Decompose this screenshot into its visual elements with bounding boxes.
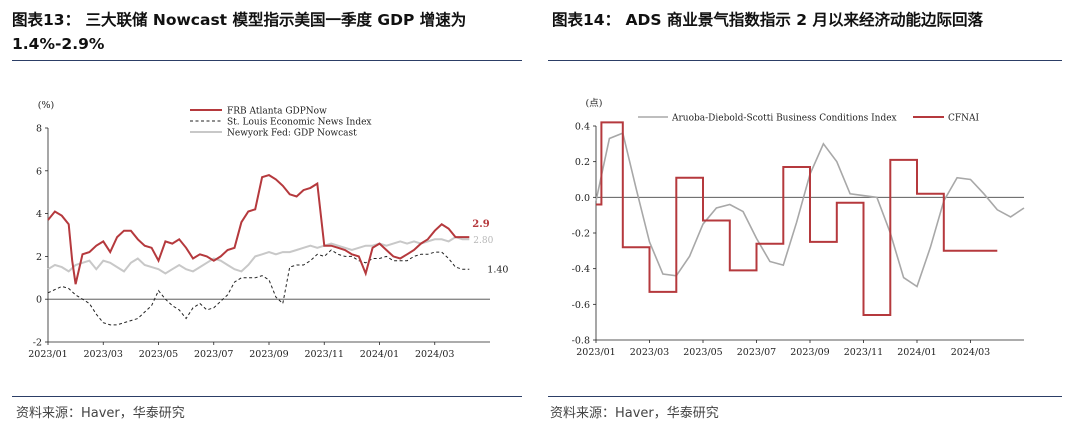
x-tick-label: 2024/01 (360, 349, 399, 360)
y-tick-label: 0.4 (575, 122, 590, 133)
x-tick-label: 2023/01 (28, 349, 67, 360)
chart-title: 图表13： 三大联储 Nowcast 模型指示美国一季度 GDP 增速为 1.4… (12, 11, 467, 53)
chart-panel-ads-index: 图表14： ADS 商业景气指数指示 2 月以来经济动能边际回落 -0.8 -0.… (540, 0, 1080, 432)
title-rule (12, 60, 522, 61)
source-rule (12, 396, 522, 397)
x-tick-label: 2023/11 (305, 349, 344, 360)
series-line-newyork-fed (47, 236, 470, 275)
x-tick-label: 2023/07 (737, 347, 776, 358)
chart-panel-gdp-nowcast: 图表13： 三大联储 Nowcast 模型指示美国一季度 GDP 增速为 1.4… (12, 11, 522, 421)
y-tick-label: -0.4 (572, 264, 590, 275)
x-tick-label: 2023/09 (249, 349, 288, 360)
legend-label: CFNAI (948, 114, 980, 124)
gdp-nowcast-chart: -2 0 2 4 6 8 2023/01 2023/03 2023/05 2023/07 2023/… (28, 100, 508, 360)
y-tick-label: 0.0 (575, 193, 590, 204)
y-tick-label: 4 (36, 209, 42, 220)
x-tick-label: 2024/03 (951, 347, 990, 358)
x-tick-label: 2023/09 (790, 347, 829, 358)
x-tick-label: 2023/05 (139, 349, 178, 360)
title-rule (548, 60, 1062, 61)
x-tick-label: 2023/11 (844, 347, 883, 358)
y-tick-label: 2 (36, 252, 42, 263)
y-axis-unit: (点) (586, 98, 603, 109)
y-axis-unit: (%) (38, 100, 54, 111)
y-tick-label: -0.6 (572, 300, 590, 311)
legend-label: St. Louis Economic News Index (227, 118, 372, 128)
x-tick-label: 2023/03 (630, 347, 669, 358)
legend-label: Aruoba-Diebold-Scotti Business Condition… (671, 114, 897, 124)
series-line-cfnai (596, 121, 998, 316)
x-tick-label: 2023/07 (194, 349, 233, 360)
y-tick-label: 0.2 (575, 157, 590, 168)
x-tick-label: 2023/01 (576, 347, 615, 358)
chart-title: 图表14： ADS 商业景气指数指示 2 月以来经济动能边际回落 (552, 11, 983, 29)
x-tick-label: 2023/03 (84, 349, 123, 360)
series-line-atlanta-fed (47, 174, 470, 285)
y-tick-label: 0 (36, 295, 42, 306)
x-tick-label: 2023/05 (683, 347, 722, 358)
source-note: 资料来源：Haver，华泰研究 (550, 406, 719, 421)
legend-label: Newyork Fed: GDP Nowcast (227, 129, 357, 139)
annotation-newyork: 2.80 (473, 236, 493, 246)
legend-label: FRB Atlanta GDPNow (227, 107, 327, 117)
x-tick-label: 2024/03 (415, 349, 454, 360)
y-tick-label: -2 (33, 338, 42, 349)
annotation-st-louis: 1.40 (487, 265, 508, 276)
source-note: 资料来源：Haver，华泰研究 (16, 406, 185, 421)
y-tick-label: 6 (36, 166, 42, 177)
y-tick-label: -0.2 (572, 229, 590, 240)
ads-index-chart: -0.8 -0.6 -0.4 -0.2 0.0 0.2 0.4 2023/01 2023/03 2… (572, 98, 1025, 358)
y-tick-label: 8 (36, 124, 42, 135)
y-tick-label: -0.8 (572, 336, 590, 347)
annotation-atlanta: 2.9 (472, 219, 489, 230)
source-rule (548, 396, 1062, 397)
series-line-st-louis (47, 249, 470, 326)
x-tick-label: 2024/01 (897, 347, 936, 358)
